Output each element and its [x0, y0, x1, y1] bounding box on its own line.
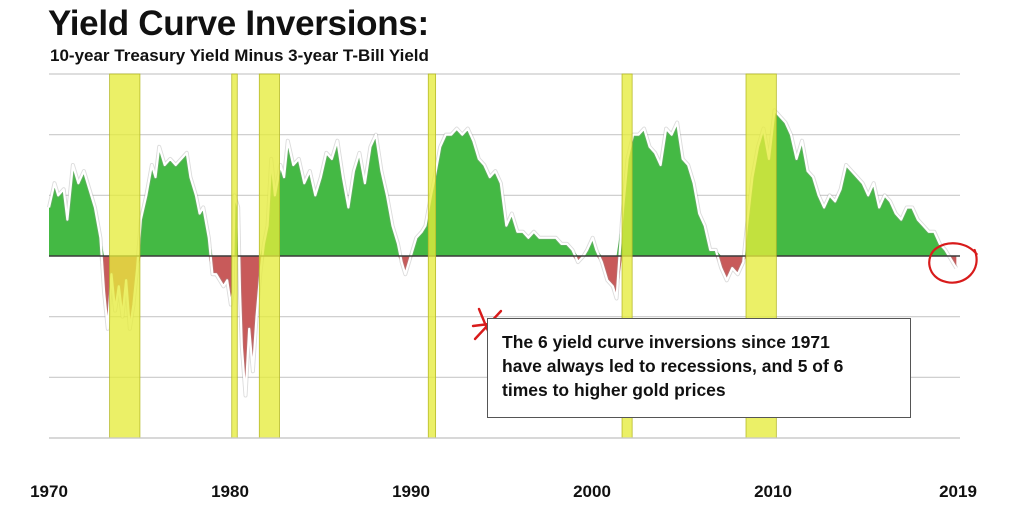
annotation-line-3: times to higher gold prices	[502, 380, 726, 400]
recession-band	[109, 73, 141, 439]
x-tick-label-2010: 2010	[754, 482, 792, 501]
x-tick-label-2019: 2019	[939, 482, 977, 501]
annotation-line-1: The 6 yield curve inversions since 1971	[502, 332, 830, 352]
chart-subtitle: 10-year Treasury Yield Minus 3-year T-Bi…	[50, 46, 429, 65]
x-tick-label-1980: 1980	[211, 482, 249, 501]
recession-band	[231, 73, 238, 439]
recession-band	[258, 73, 280, 439]
spread-line	[47, 109, 958, 397]
annotation-line-2: have always led to recessions, and 5 of …	[502, 356, 844, 376]
annotation-box: The 6 yield curve inversions since 1971 …	[487, 318, 911, 418]
x-tick-label-1970: 1970	[30, 482, 68, 501]
chart-title: Yield Curve Inversions:	[48, 4, 429, 43]
x-tick-label-1990: 1990	[392, 482, 430, 501]
recession-band	[427, 73, 437, 439]
x-tick-label-2000: 2000	[573, 482, 611, 501]
circle-marker-icon	[928, 242, 978, 284]
